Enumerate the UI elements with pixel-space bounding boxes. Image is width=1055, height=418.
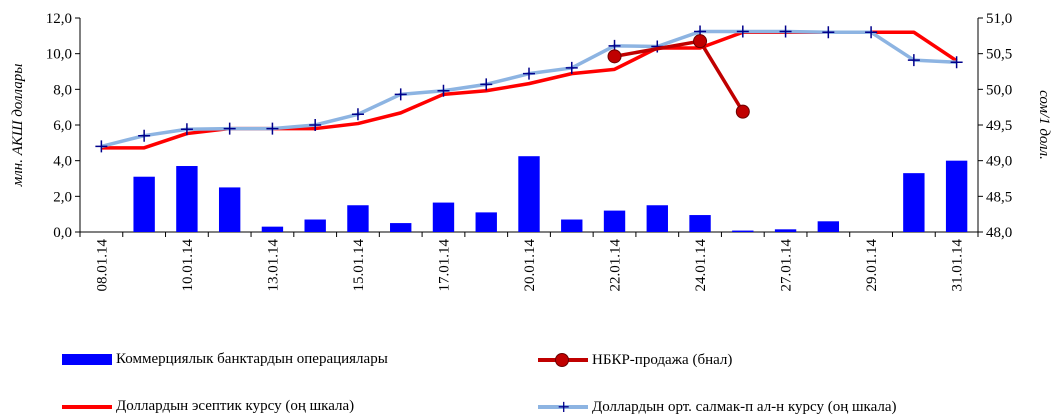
y-left-tick-label: 12,0 bbox=[46, 11, 72, 27]
weighted-rate-point bbox=[95, 140, 108, 153]
weighted-rate-point bbox=[523, 67, 535, 80]
bar bbox=[390, 223, 412, 232]
bar bbox=[475, 212, 497, 232]
y-right-tick-label: 51,0 bbox=[986, 11, 1012, 27]
x-tick-label: 17.01.14 bbox=[436, 239, 452, 292]
bar bbox=[518, 156, 540, 232]
x-tick-label: 10.01.14 bbox=[180, 239, 196, 292]
weighted-rate-point bbox=[565, 61, 578, 74]
bar bbox=[176, 166, 198, 232]
y-right-tick-label: 48,0 bbox=[986, 225, 1012, 241]
bar bbox=[646, 205, 668, 232]
weighted-rate-point bbox=[736, 25, 749, 38]
bar bbox=[261, 226, 284, 232]
x-tick-label: 15.01.14 bbox=[351, 239, 367, 292]
weighted-rate-point bbox=[865, 26, 878, 39]
weighted-rate-point bbox=[223, 122, 236, 135]
bar bbox=[561, 219, 583, 232]
y-left-tick-label: 10,0 bbox=[46, 47, 72, 63]
x-tick-label: 20.01.14 bbox=[522, 239, 538, 292]
x-tick-label: 22.01.14 bbox=[608, 239, 624, 292]
x-tick-label: 08.01.14 bbox=[94, 239, 110, 292]
y-right-tick-label: 49,0 bbox=[986, 154, 1012, 170]
x-tick-label: 27.01.14 bbox=[779, 239, 795, 292]
weighted-rate-point bbox=[266, 122, 279, 135]
weighted-rate-point bbox=[822, 26, 835, 39]
y-left-tick-label: 8,0 bbox=[53, 82, 72, 98]
bar bbox=[133, 176, 155, 232]
y-left-tick-label: 0,0 bbox=[53, 225, 72, 241]
x-tick-label: 31.01.14 bbox=[950, 239, 966, 292]
weighted-rate-point bbox=[950, 56, 963, 69]
bar bbox=[432, 202, 455, 232]
weighted-rate-point bbox=[480, 78, 493, 91]
bar bbox=[945, 160, 968, 232]
nbkr-sales-point bbox=[607, 49, 622, 64]
bar bbox=[817, 221, 840, 232]
weighted-rate-point bbox=[779, 25, 792, 38]
y-left-axis-title: млн. АКШ доллары bbox=[10, 64, 26, 188]
weighted-rate-point bbox=[351, 108, 364, 121]
y-right-tick-label: 49,5 bbox=[986, 118, 1012, 134]
weighted-rate-point bbox=[180, 123, 193, 136]
weighted-rate-point bbox=[907, 54, 920, 67]
x-tick-label: 29.01.14 bbox=[864, 239, 880, 292]
bar bbox=[732, 230, 754, 232]
x-tick-label: 13.01.14 bbox=[265, 239, 281, 292]
bar bbox=[304, 219, 326, 232]
bar bbox=[689, 215, 711, 232]
bar bbox=[603, 210, 626, 232]
bar bbox=[218, 187, 241, 232]
x-tick-label: 24.01.14 bbox=[693, 239, 709, 292]
y-left-tick-label: 2,0 bbox=[53, 189, 72, 205]
y-right-tick-label: 50,0 bbox=[986, 82, 1012, 98]
nbkr-sales-line bbox=[614, 39, 745, 113]
y-left-tick-label: 4,0 bbox=[53, 154, 72, 170]
weighted-rate-point bbox=[394, 88, 407, 101]
weighted-rate-point bbox=[309, 119, 322, 131]
weighted-rate-point bbox=[437, 84, 450, 97]
y-right-tick-label: 50,5 bbox=[986, 47, 1012, 63]
bar bbox=[774, 229, 797, 232]
y-right-axis-title: сом/1 долл. bbox=[1036, 90, 1052, 160]
bar bbox=[903, 173, 925, 232]
nbkr-sales-point bbox=[735, 104, 750, 119]
bar bbox=[347, 205, 369, 232]
weighted-rate-point bbox=[138, 129, 151, 142]
nbkr-sales-point bbox=[693, 34, 708, 49]
y-left-tick-label: 6,0 bbox=[53, 118, 72, 134]
y-right-tick-label: 48,5 bbox=[986, 189, 1012, 205]
